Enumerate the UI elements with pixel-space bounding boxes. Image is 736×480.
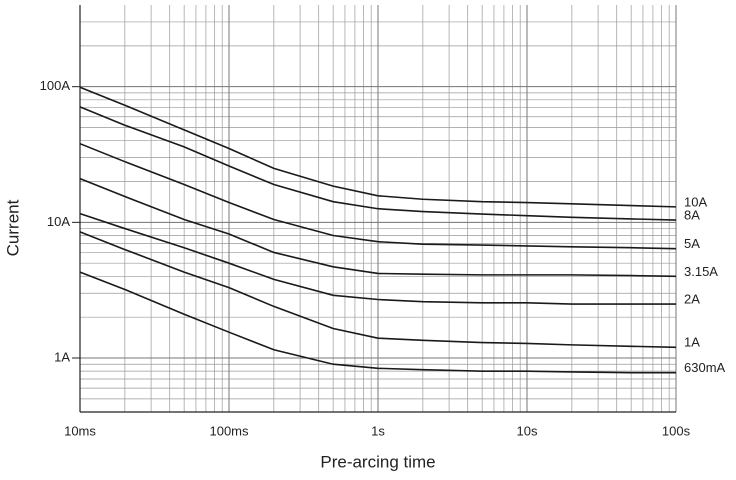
y-axis-label: Current [3, 199, 22, 256]
series-label: 3.15A [684, 264, 718, 279]
x-tick-label: 100ms [209, 423, 249, 438]
series-label: 1A [684, 335, 700, 350]
y-tick-label: 10A [47, 214, 70, 229]
y-tick-label: 100A [40, 78, 71, 93]
x-axis-label: Pre-arcing time [320, 452, 435, 471]
curve [79, 212, 676, 305]
series-label: 2A [684, 291, 700, 306]
curve [79, 142, 677, 250]
curve [79, 231, 677, 349]
series-label: 5A [684, 236, 700, 251]
x-tick-label: 10s [517, 423, 538, 438]
curve [79, 177, 677, 278]
x-tick-label: 1s [371, 423, 385, 438]
series-label: 630mA [684, 360, 726, 375]
y-tick-label: 1A [54, 349, 70, 364]
x-tick-label: 10ms [64, 423, 96, 438]
curve [79, 86, 677, 208]
curve [79, 106, 677, 221]
series-label: 8A [684, 207, 700, 222]
x-tick-label: 100s [662, 423, 691, 438]
series-label: 10A [684, 194, 707, 209]
curve [79, 271, 676, 374]
